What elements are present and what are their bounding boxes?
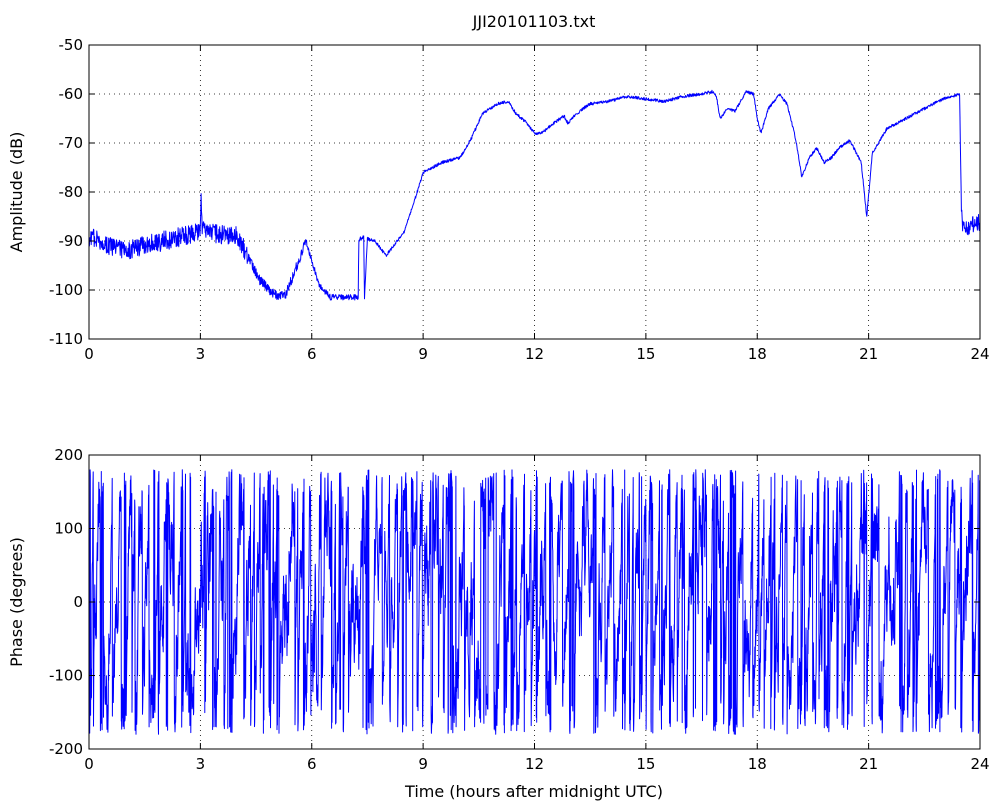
amplitude-y-tick-label: -70: [59, 134, 84, 152]
phase-x-tick-label: 18: [748, 755, 767, 773]
amplitude-x-tick-label: 12: [525, 345, 544, 363]
amplitude-ticks: 0 3 6 9 12 15 18 21 24 -110 -100 -90 -80 -70 -60 -50: [49, 36, 990, 363]
amplitude-chart: 0 3 6 9 12 15 18 21 24 -110 -100 -90 -80 -70 -60 -50 JJ…: [7, 12, 990, 363]
amplitude-y-tick-label: -50: [59, 36, 84, 54]
phase-y-tick-label: 200: [54, 446, 83, 464]
amplitude-y-tick-label: -60: [59, 85, 84, 103]
amplitude-x-tick-label: 3: [196, 345, 206, 363]
amplitude-y-tick-label: -110: [49, 330, 83, 348]
amplitude-x-tick-label: 6: [307, 345, 317, 363]
amplitude-y-axis-label: Amplitude (dB): [7, 132, 26, 253]
phase-y-axis-label: Phase (degrees): [7, 537, 26, 667]
phase-x-tick-label: 3: [196, 755, 206, 773]
phase-y-tick-label: 100: [54, 520, 83, 538]
amplitude-chart-title: JJI20101103.txt: [472, 12, 596, 31]
amplitude-trace: [88, 89, 981, 301]
phase-y-tick-label: -100: [49, 667, 83, 685]
phase-trace: [88, 469, 981, 735]
amplitude-x-tick-label: 21: [859, 345, 878, 363]
amplitude-y-tick-label: -90: [59, 232, 84, 250]
phase-y-tick-label: 0: [73, 593, 83, 611]
phase-y-tick-label: -200: [49, 740, 83, 758]
amplitude-x-tick-label: 15: [636, 345, 655, 363]
phase-x-tick-label: 6: [307, 755, 317, 773]
amplitude-y-tick-label: -100: [49, 281, 83, 299]
phase-x-tick-label: 15: [636, 755, 655, 773]
amplitude-x-tick-label: 9: [418, 345, 428, 363]
phase-x-tick-label: 24: [970, 755, 989, 773]
phase-x-axis-label: Time (hours after midnight UTC): [404, 782, 663, 801]
phase-x-tick-label: 9: [418, 755, 428, 773]
amplitude-grid: [89, 45, 980, 339]
amplitude-x-tick-label: 0: [84, 345, 94, 363]
phase-x-tick-label: 0: [84, 755, 94, 773]
phase-ticks: 0 3 6 9 12 15 18 21 24 -200 -100 0 100 200: [49, 446, 990, 773]
phase-x-tick-label: 12: [525, 755, 544, 773]
phase-x-tick-label: 21: [859, 755, 878, 773]
amplitude-x-tick-label: 18: [748, 345, 767, 363]
amplitude-y-tick-label: -80: [59, 183, 84, 201]
phase-chart: 0 3 6 9 12 15 18 21 24 -200 -100 0 100 200 Time (hour…: [7, 446, 990, 801]
amplitude-x-tick-label: 24: [970, 345, 989, 363]
